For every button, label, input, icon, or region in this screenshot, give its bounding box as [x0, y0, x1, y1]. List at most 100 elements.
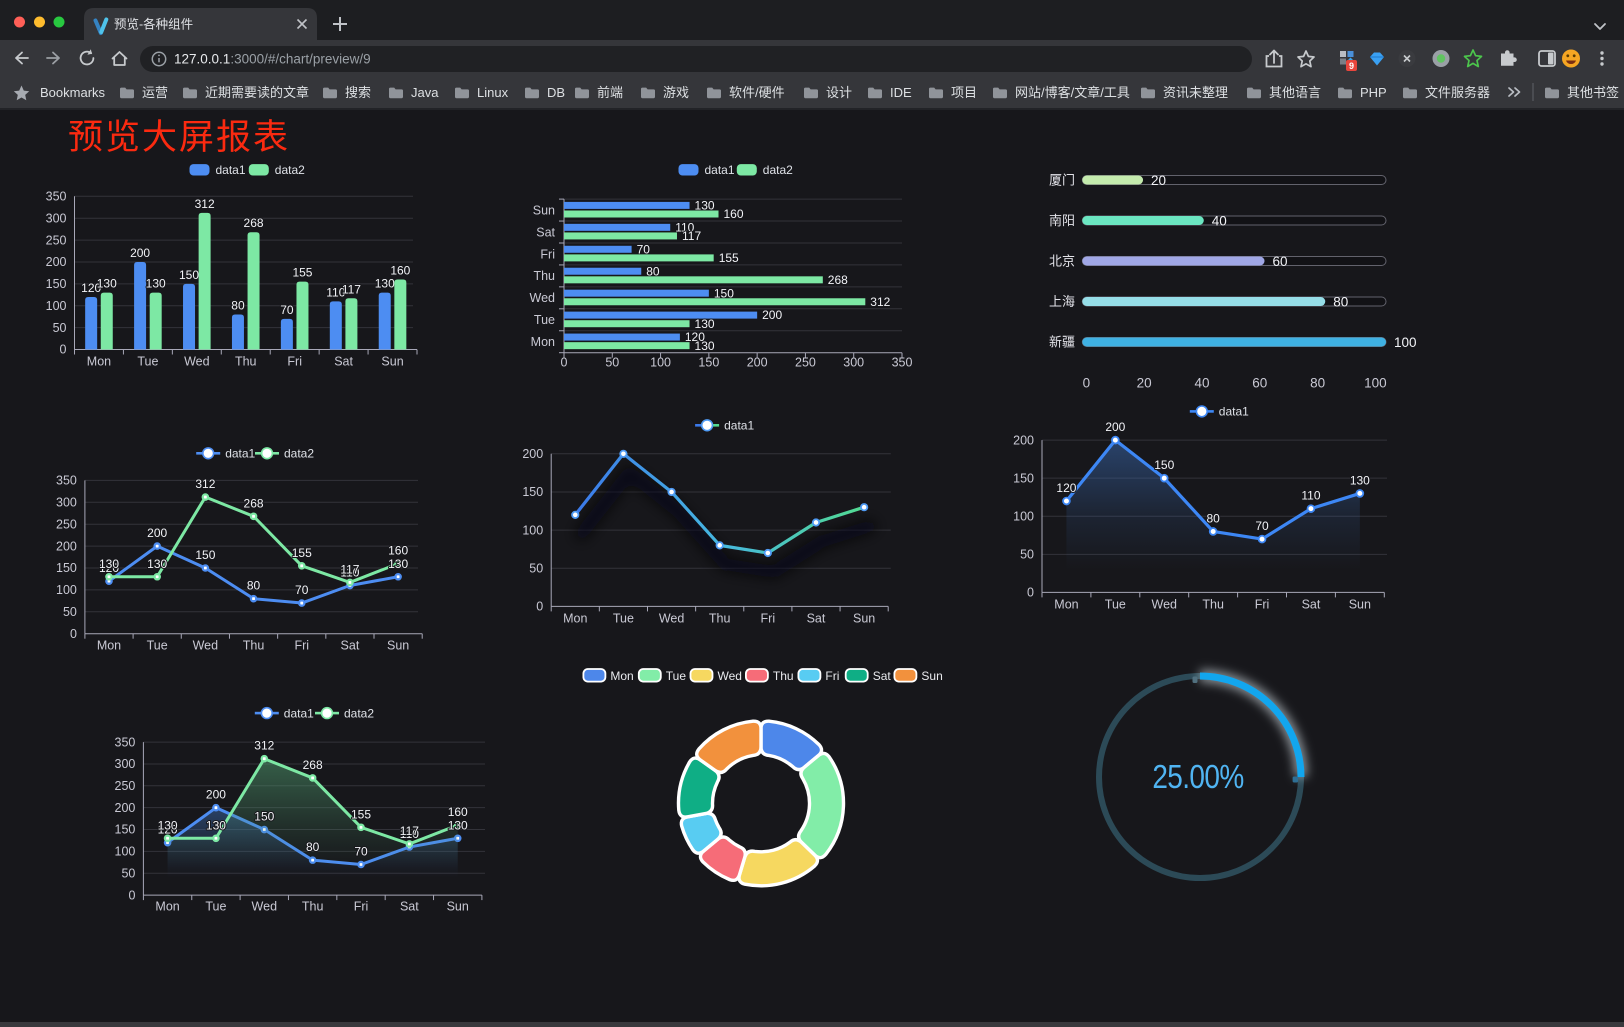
svg-text:50: 50: [63, 605, 77, 619]
svg-text:117: 117: [340, 562, 359, 576]
svg-text:Tue: Tue: [147, 639, 168, 653]
svg-text:155: 155: [292, 546, 312, 560]
svg-text:250: 250: [795, 356, 816, 370]
svg-text:130: 130: [158, 818, 178, 832]
svg-text:data1: data1: [1219, 405, 1249, 419]
svg-text:Sun: Sun: [1349, 598, 1371, 612]
svg-text:搜索: 搜索: [345, 85, 371, 100]
svg-text:20: 20: [1137, 376, 1152, 391]
svg-text:Mon: Mon: [97, 639, 121, 653]
svg-text:40: 40: [1194, 376, 1209, 391]
svg-text:0: 0: [1083, 376, 1091, 391]
svg-text:80: 80: [1310, 376, 1325, 391]
svg-text:200: 200: [1013, 433, 1034, 447]
svg-text:50: 50: [1020, 548, 1034, 562]
svg-text:data1: data1: [216, 163, 246, 177]
svg-text:Wed: Wed: [1152, 598, 1178, 612]
svg-text:312: 312: [195, 477, 215, 491]
svg-text:Tue: Tue: [1105, 598, 1126, 612]
svg-text:350: 350: [892, 356, 913, 370]
svg-text:130: 130: [146, 277, 166, 291]
svg-text:100: 100: [46, 299, 67, 313]
svg-text:50: 50: [605, 356, 619, 370]
svg-text:120: 120: [685, 330, 705, 344]
svg-text:Thu: Thu: [302, 900, 324, 914]
svg-text:软件/硬件: 软件/硬件: [729, 85, 785, 100]
svg-text:268: 268: [303, 758, 323, 772]
svg-text:160: 160: [448, 805, 468, 819]
svg-text:117: 117: [682, 229, 701, 243]
svg-text:前端: 前端: [597, 85, 623, 100]
svg-text:130: 130: [147, 557, 167, 571]
svg-text:150: 150: [115, 823, 136, 837]
svg-text:120: 120: [81, 281, 101, 295]
svg-text:40: 40: [1212, 213, 1227, 228]
svg-text:Mon: Mon: [610, 669, 633, 683]
svg-text:Sat: Sat: [536, 225, 555, 239]
svg-text:0: 0: [128, 888, 135, 902]
svg-text:Fri: Fri: [761, 612, 776, 626]
svg-text:100: 100: [1013, 509, 1034, 523]
svg-text:25.00%: 25.00%: [1152, 758, 1243, 796]
svg-text:data2: data2: [284, 447, 314, 461]
svg-text:350: 350: [46, 190, 67, 204]
svg-text:Sun: Sun: [921, 669, 942, 683]
svg-text:Wed: Wed: [252, 900, 278, 914]
svg-text:130: 130: [1350, 473, 1370, 487]
svg-text:312: 312: [254, 739, 274, 753]
svg-text:150: 150: [714, 286, 734, 300]
svg-text:Mon: Mon: [155, 900, 179, 914]
svg-text:0: 0: [561, 356, 568, 370]
svg-text:268: 268: [828, 273, 848, 287]
svg-text:130: 130: [375, 277, 395, 291]
svg-text:80: 80: [1206, 511, 1220, 525]
svg-text:150: 150: [522, 485, 543, 499]
svg-text:资讯未整理: 资讯未整理: [1163, 85, 1228, 100]
svg-text:70: 70: [637, 242, 651, 256]
svg-text:300: 300: [843, 356, 864, 370]
svg-text:300: 300: [115, 757, 136, 771]
svg-text:117: 117: [342, 282, 361, 296]
svg-text:data1: data1: [225, 447, 255, 461]
svg-text:Fri: Fri: [540, 247, 555, 261]
svg-text:Fri: Fri: [354, 900, 369, 914]
svg-text:250: 250: [115, 779, 136, 793]
svg-text:Sun: Sun: [853, 612, 875, 626]
svg-text:Tue: Tue: [137, 355, 158, 369]
svg-text:50: 50: [53, 321, 67, 335]
svg-text:200: 200: [147, 526, 167, 540]
svg-text:Sat: Sat: [873, 669, 892, 683]
svg-text:60: 60: [1252, 376, 1267, 391]
svg-text:100: 100: [650, 356, 671, 370]
svg-text:Sat: Sat: [807, 612, 826, 626]
svg-text:Wed: Wed: [184, 355, 210, 369]
svg-text:80: 80: [1333, 294, 1348, 309]
svg-text:Fri: Fri: [825, 669, 839, 683]
svg-text:150: 150: [46, 277, 67, 291]
svg-text:Sun: Sun: [387, 639, 409, 653]
svg-text:Sat: Sat: [341, 639, 360, 653]
svg-text:60: 60: [1273, 254, 1288, 269]
svg-text:项目: 项目: [951, 85, 977, 100]
svg-text:160: 160: [724, 207, 744, 221]
svg-text:Wed: Wed: [718, 669, 742, 683]
svg-text:data1: data1: [284, 706, 314, 720]
svg-text:data1: data1: [705, 163, 735, 177]
svg-text:其他语言: 其他语言: [1269, 85, 1321, 100]
svg-text:南阳: 南阳: [1049, 213, 1075, 228]
svg-text:运营: 运营: [142, 85, 168, 100]
svg-text:近期需要读的文章: 近期需要读的文章: [205, 85, 309, 100]
svg-text:data1: data1: [724, 419, 754, 433]
svg-text:268: 268: [244, 496, 264, 510]
svg-text:Mon: Mon: [87, 355, 111, 369]
svg-text:350: 350: [56, 474, 77, 488]
svg-text:PHP: PHP: [1360, 85, 1387, 100]
svg-text:Tue: Tue: [613, 612, 634, 626]
svg-text:300: 300: [46, 211, 67, 225]
svg-text:150: 150: [195, 548, 215, 562]
svg-text:200: 200: [747, 356, 768, 370]
svg-text:312: 312: [195, 197, 215, 211]
svg-text:Mon: Mon: [531, 335, 555, 349]
svg-text:Sat: Sat: [334, 355, 353, 369]
svg-text:130: 130: [695, 339, 715, 353]
